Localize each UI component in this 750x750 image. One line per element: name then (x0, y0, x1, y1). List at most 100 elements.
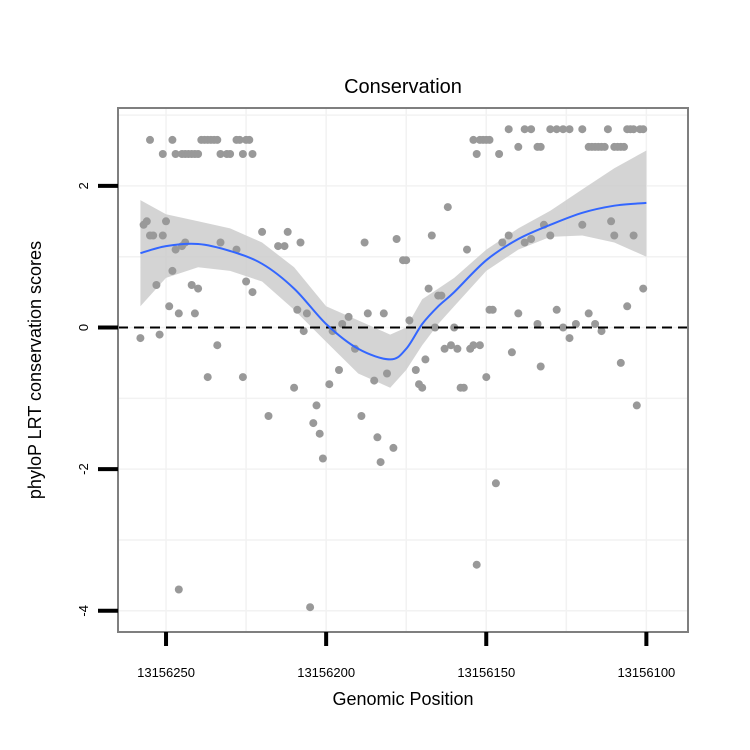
data-point (520, 125, 529, 134)
data-point (459, 383, 468, 392)
data-point (290, 383, 299, 392)
data-point (283, 227, 292, 236)
x-tick-label: 13156250 (137, 665, 195, 680)
data-point (190, 309, 199, 318)
data-point (165, 302, 174, 311)
confidence-band-layer (140, 150, 647, 388)
data-point (315, 429, 324, 438)
data-point (629, 125, 638, 134)
data-point (383, 369, 391, 378)
data-point (242, 277, 251, 286)
data-point (174, 309, 183, 318)
data-point (559, 125, 568, 134)
data-point (546, 231, 555, 240)
y-tick-label: -2 (76, 463, 91, 475)
data-point (591, 320, 600, 328)
data-point (216, 150, 225, 158)
data-point (600, 142, 609, 151)
data-point (620, 142, 628, 151)
data-point (389, 443, 398, 452)
data-point (264, 412, 273, 420)
data-point (533, 320, 542, 328)
chart-title: Conservation (344, 76, 462, 98)
data-point (498, 238, 507, 247)
data-point (293, 305, 302, 314)
x-axis-ticks: 13156250 13156200 13156150 13156100 (137, 632, 675, 680)
data-point (360, 238, 369, 247)
data-point (495, 150, 504, 158)
data-point (578, 125, 587, 134)
data-point (603, 125, 612, 134)
data-point (174, 585, 183, 594)
data-point (527, 125, 536, 134)
data-point (309, 419, 318, 428)
data-point (472, 560, 481, 569)
data-point (616, 358, 625, 367)
data-point (274, 242, 283, 251)
data-point (363, 309, 372, 318)
data-point (402, 256, 411, 265)
data-point (312, 401, 321, 410)
data-point (453, 344, 462, 353)
data-point (258, 227, 267, 236)
data-point (136, 334, 145, 343)
data-point (475, 341, 484, 350)
data-point (437, 291, 446, 300)
data-point (379, 309, 388, 318)
scatter-points (136, 125, 648, 612)
confidence-band (140, 150, 647, 388)
data-point (565, 125, 574, 134)
data-point (168, 135, 177, 144)
data-point (248, 288, 257, 297)
data-point (488, 305, 497, 314)
data-point (639, 284, 648, 293)
data-point (514, 309, 523, 318)
data-point (469, 341, 478, 350)
data-point (235, 135, 244, 144)
data-point (514, 142, 523, 151)
y-tick-label: 2 (76, 182, 91, 189)
data-point (427, 231, 436, 240)
data-point (168, 266, 177, 275)
data-point (520, 238, 529, 247)
data-point (485, 135, 494, 144)
data-point (238, 373, 247, 382)
data-point (152, 281, 161, 289)
data-point (424, 284, 433, 293)
data-point (565, 334, 574, 343)
data-point (431, 323, 439, 332)
x-tick-label: 13156150 (457, 665, 515, 680)
data-point (344, 312, 353, 321)
data-point (194, 284, 203, 293)
data-point (578, 220, 587, 229)
data-point (280, 242, 289, 251)
data-point (149, 231, 158, 240)
data-point (376, 458, 385, 467)
data-point (411, 366, 420, 374)
data-point (142, 217, 151, 226)
data-point (571, 320, 580, 328)
data-point (447, 341, 455, 350)
data-point (559, 323, 568, 332)
data-point (226, 150, 235, 158)
data-point (440, 344, 449, 353)
data-point (203, 373, 212, 382)
data-point (335, 366, 343, 374)
panel-border (117, 107, 689, 633)
data-point (552, 305, 561, 314)
data-point (527, 235, 536, 243)
data-point (171, 245, 180, 254)
data-point (325, 380, 334, 389)
data-point (245, 135, 254, 144)
data-point (370, 376, 379, 385)
data-point (338, 320, 347, 328)
data-point (296, 238, 305, 247)
data-point (392, 235, 401, 243)
data-point (299, 327, 308, 336)
data-point (162, 217, 170, 226)
data-point (623, 302, 632, 311)
data-point (632, 401, 641, 410)
data-point (213, 135, 222, 144)
data-point (639, 125, 648, 134)
data-point (357, 412, 366, 420)
